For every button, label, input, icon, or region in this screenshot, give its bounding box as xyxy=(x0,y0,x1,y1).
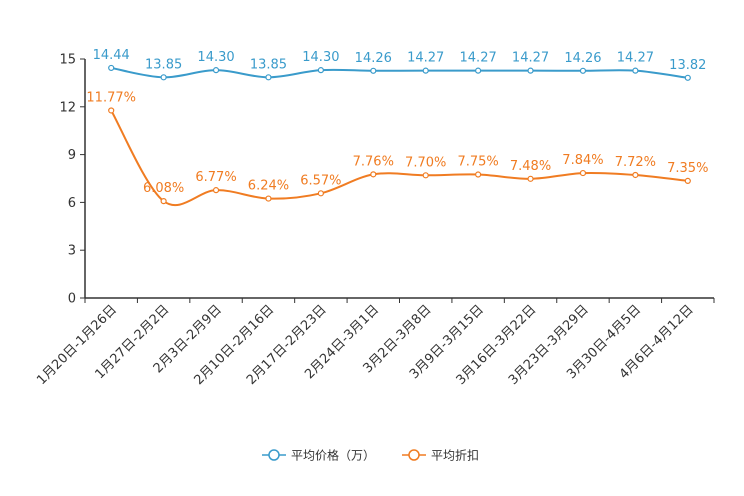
series-0: 14.44 13.85 14.30 13.85 14.30 14.26 14.27 14.27… xyxy=(93,48,706,81)
data-point xyxy=(160,198,167,205)
data-point xyxy=(265,195,272,202)
data-label: 14.44 xyxy=(93,48,130,63)
data-point xyxy=(108,64,115,72)
y-tick-label: 9 xyxy=(68,148,76,163)
data-label: 13.85 xyxy=(145,57,182,72)
series-layer: 14.44 13.85 14.30 13.85 14.30 14.26 14.27 14.27… xyxy=(86,48,708,207)
data-point xyxy=(422,172,429,179)
data-label: 7.48% xyxy=(510,159,551,174)
data-label: 6.08% xyxy=(143,181,184,196)
y-tick-label: 12 xyxy=(59,100,76,115)
data-point xyxy=(684,74,691,81)
data-label: 14.26 xyxy=(564,51,601,66)
data-label: 7.35% xyxy=(667,161,708,176)
legend-item-0: 平均价格（万） xyxy=(262,448,375,463)
data-label: 13.85 xyxy=(250,57,287,72)
data-point xyxy=(160,74,167,81)
data-label: 14.27 xyxy=(460,51,497,66)
data-label: 13.82 xyxy=(669,58,706,73)
y-tick-label: 0 xyxy=(68,292,76,307)
legend-marker xyxy=(408,449,420,461)
data-point xyxy=(527,67,534,74)
data-point xyxy=(212,67,220,74)
data-label: 7.84% xyxy=(562,153,603,168)
data-label: 14.30 xyxy=(197,50,234,65)
data-point xyxy=(317,190,324,197)
data-point xyxy=(370,67,377,74)
data-point xyxy=(579,67,587,74)
data-point xyxy=(265,74,272,81)
data-label: 7.70% xyxy=(405,155,446,170)
y-tick-label: 15 xyxy=(59,53,76,68)
data-point xyxy=(527,175,534,182)
data-point xyxy=(632,67,639,74)
data-point xyxy=(475,171,482,178)
data-point xyxy=(632,171,639,179)
data-point xyxy=(684,177,691,184)
legend-label: 平均价格（万） xyxy=(291,448,375,463)
data-label: 6.24% xyxy=(248,179,289,194)
legend-label: 平均折扣 xyxy=(431,448,479,463)
data-label: 6.57% xyxy=(300,173,341,188)
y-tick-label: 6 xyxy=(68,196,76,211)
data-label: 14.30 xyxy=(302,50,339,65)
data-point xyxy=(317,67,324,74)
legend-marker xyxy=(268,449,280,461)
data-point xyxy=(579,169,587,177)
data-label: 14.27 xyxy=(512,51,549,66)
data-point xyxy=(108,107,115,114)
data-point xyxy=(422,67,429,74)
data-label: 14.27 xyxy=(407,51,444,66)
series-line xyxy=(111,66,688,79)
data-label: 7.75% xyxy=(457,155,498,170)
data-label: 7.76% xyxy=(353,154,394,169)
series-1: 11.77% 6.08% 6.77% 6.24% 6.57% 7.76% 7.70% 7.75… xyxy=(86,90,708,207)
legend-item-1: 平均折扣 xyxy=(402,448,479,463)
data-label: 7.72% xyxy=(615,155,656,170)
legend: 平均价格（万） 平均折扣 xyxy=(262,448,479,463)
data-label: 14.27 xyxy=(617,51,654,66)
data-label: 6.77% xyxy=(195,170,236,185)
y-tick-label: 3 xyxy=(68,244,76,259)
data-label: 14.26 xyxy=(355,51,392,66)
data-point xyxy=(370,171,377,178)
data-point xyxy=(475,67,482,74)
data-point xyxy=(212,187,220,194)
axes: 036912151月20日-1月26日1月27日-2月2日2月3日-2月9日2月… xyxy=(34,53,715,388)
data-label: 11.77% xyxy=(86,90,136,105)
